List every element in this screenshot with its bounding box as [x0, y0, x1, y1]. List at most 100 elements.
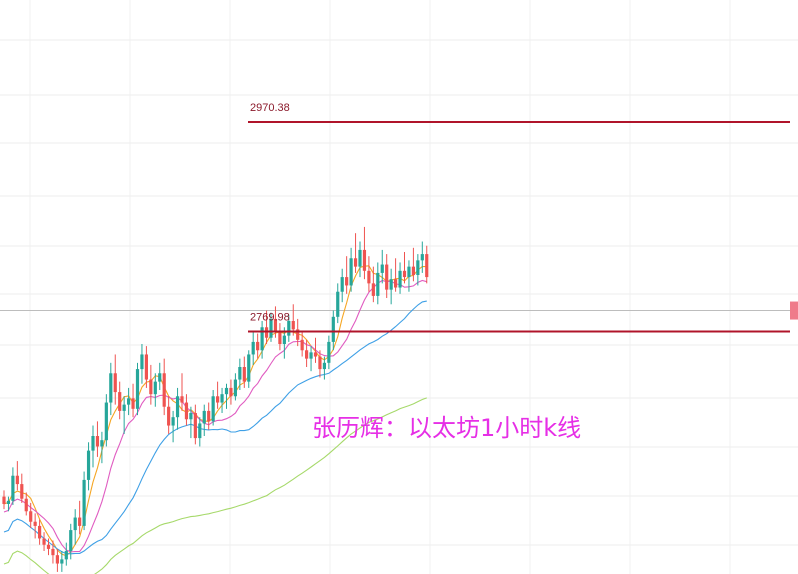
- candle-body: [158, 373, 162, 382]
- candle-body: [82, 479, 86, 526]
- candle-body: [367, 270, 371, 284]
- candle-body: [224, 387, 229, 395]
- candle-body: [220, 394, 224, 403]
- candle-body: [104, 402, 108, 441]
- candle-body: [264, 327, 269, 338]
- candle-body: [371, 283, 375, 296]
- candle-body: [322, 362, 326, 370]
- candle-body: [24, 498, 28, 512]
- level-label: 2970.38: [250, 102, 290, 114]
- candle-body: [296, 329, 300, 340]
- candle-body: [402, 270, 407, 278]
- candle-body: [149, 379, 153, 395]
- candle-body: [60, 559, 64, 564]
- candle-body: [46, 544, 51, 549]
- candle-body: [260, 327, 264, 351]
- candle-body: [345, 277, 349, 286]
- candle-body: [216, 396, 220, 403]
- candle-body: [385, 264, 389, 290]
- candle-body: [269, 318, 273, 338]
- candle-body: [202, 410, 206, 424]
- ma5-line: [3, 265, 427, 557]
- candle-body: [380, 264, 384, 273]
- candle-body: [331, 316, 335, 342]
- ma60-line: [3, 397, 427, 574]
- candle-body: [73, 517, 77, 531]
- candle-body: [353, 258, 358, 267]
- candle-body: [135, 369, 140, 409]
- candle-body: [282, 335, 286, 344]
- candle-body: [291, 321, 295, 330]
- ma10-line: [3, 279, 427, 553]
- candle-body: [389, 279, 393, 290]
- candle-body: [425, 254, 429, 278]
- candle-body: [313, 352, 318, 357]
- candle-body: [51, 548, 55, 556]
- candle-body: [109, 373, 113, 403]
- candle-body: [349, 258, 353, 286]
- candle-body: [15, 475, 19, 485]
- candle-body: [140, 354, 144, 370]
- candle-body: [300, 339, 304, 351]
- candle-body: [305, 350, 309, 359]
- candle-body: [29, 511, 33, 522]
- candle-body: [162, 373, 166, 407]
- candle-body: [278, 331, 282, 344]
- candle-body: [233, 379, 237, 397]
- candles: [2, 226, 429, 572]
- candle-body: [189, 413, 193, 420]
- candle-body: [95, 436, 100, 447]
- candle-body: [407, 266, 411, 278]
- candle-body: [309, 352, 313, 359]
- candle-body: [242, 367, 246, 382]
- candle-body: [131, 398, 135, 409]
- candle-body: [340, 277, 344, 292]
- candle-body: [247, 354, 251, 382]
- candle-body: [376, 272, 380, 296]
- candle-body: [211, 396, 215, 422]
- candle-body: [144, 354, 148, 380]
- candle-body: [398, 270, 402, 288]
- candle-body: [229, 387, 233, 397]
- candle-body: [193, 413, 197, 439]
- candle-body: [207, 410, 211, 422]
- candle-body: [318, 356, 322, 370]
- candle-body: [411, 266, 415, 275]
- moving-average-lines: [3, 265, 427, 574]
- candle-body: [11, 475, 15, 501]
- candle-body: [336, 291, 340, 317]
- candle-body: [113, 373, 117, 393]
- level-label: 2769.98: [250, 311, 290, 323]
- candle-body: [42, 538, 46, 545]
- candle-body: [251, 341, 255, 355]
- candle-body: [362, 249, 367, 271]
- candle-body: [64, 551, 68, 560]
- candle-body: [287, 321, 291, 336]
- candle-body: [198, 423, 202, 439]
- level-lines: 2970.38 2769.98: [248, 102, 790, 333]
- candle-body: [238, 367, 242, 380]
- candle-body: [33, 521, 37, 526]
- chart-annotation: 张历辉：以太坊1小时k线: [312, 414, 581, 442]
- candle-body: [69, 530, 73, 551]
- candle-body: [127, 398, 131, 405]
- candle-body: [420, 254, 424, 261]
- candle-body: [2, 496, 6, 504]
- candle-body: [394, 279, 398, 288]
- candle-body: [20, 484, 24, 499]
- candle-body: [175, 396, 180, 418]
- candle-body: [167, 406, 171, 426]
- candle-body: [78, 517, 82, 526]
- candle-body: [358, 249, 362, 267]
- candle-body: [86, 450, 91, 480]
- candle-body: [180, 396, 184, 403]
- candle-body: [273, 318, 278, 332]
- candle-body: [118, 392, 122, 411]
- candle-body: [38, 525, 42, 539]
- current-price-marker: [790, 301, 798, 320]
- candle-body: [91, 436, 95, 451]
- ma20-line: [3, 300, 427, 555]
